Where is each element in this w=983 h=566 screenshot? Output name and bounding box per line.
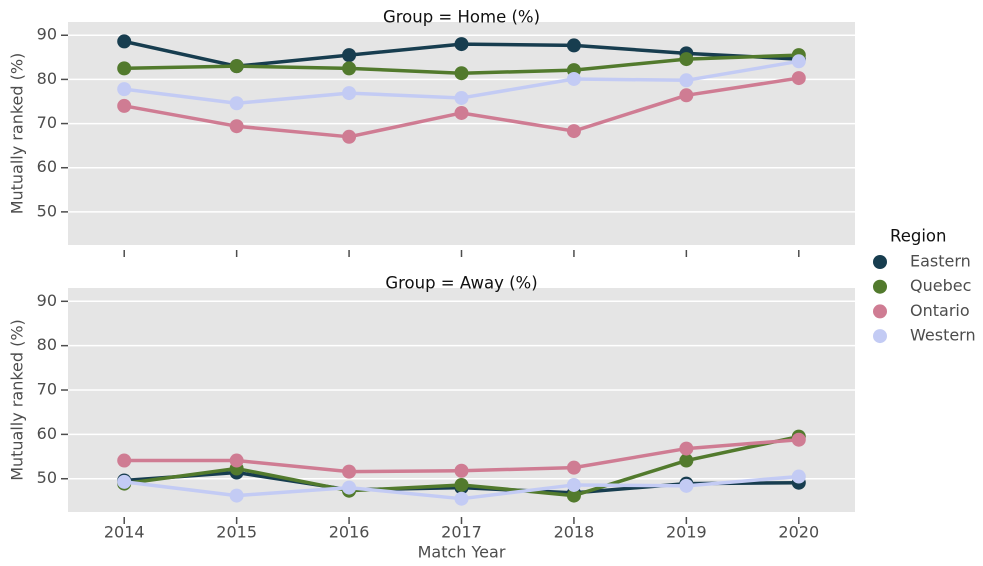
point (791, 469, 806, 484)
point (566, 38, 581, 53)
x-tick-label: 2017 (441, 523, 482, 542)
point (342, 48, 357, 63)
point (117, 82, 132, 97)
point (679, 478, 694, 493)
point (791, 432, 806, 447)
legend-marker (873, 279, 887, 294)
x-tick-label: 2018 (554, 523, 595, 542)
y-tick-label: 80 (37, 69, 57, 88)
point (229, 119, 244, 134)
point (454, 37, 469, 52)
x-tick-label: 2015 (216, 523, 257, 542)
y-tick-label: 90 (37, 291, 57, 310)
point (229, 96, 244, 111)
point (117, 98, 132, 113)
y-tick-label: 80 (37, 335, 57, 354)
point (117, 474, 132, 489)
point (566, 124, 581, 139)
y-tick-label: 60 (37, 157, 57, 176)
legend-marker (873, 304, 887, 319)
legend-label: Quebec (910, 276, 971, 295)
point (229, 453, 244, 468)
point (566, 71, 581, 86)
x-tick-label: 2020 (778, 523, 819, 542)
y-tick-label: 70 (37, 380, 57, 399)
point (117, 34, 132, 49)
y-tick-label: 50 (37, 468, 57, 487)
y-axis-label: Mutually ranked (%) (8, 319, 27, 481)
point (117, 453, 132, 468)
panel-title: Group = Away (%) (385, 274, 537, 293)
point (342, 86, 357, 101)
panel-title: Group = Home (%) (383, 8, 540, 27)
point (342, 464, 357, 479)
point (791, 71, 806, 86)
x-tick-label: 2016 (329, 523, 370, 542)
point (454, 491, 469, 506)
x-axis-label: Match Year (418, 543, 506, 562)
point (454, 463, 469, 478)
legend-label: Eastern (910, 252, 971, 271)
legend-marker (873, 329, 887, 344)
point (229, 488, 244, 503)
point (679, 73, 694, 88)
legend-marker (873, 255, 887, 269)
y-tick-label: 50 (37, 201, 57, 220)
point (566, 488, 581, 503)
point (791, 54, 806, 69)
x-tick-label: 2014 (104, 523, 145, 542)
point (342, 480, 357, 495)
y-axis-label: Mutually ranked (%) (8, 53, 27, 215)
point (229, 59, 244, 74)
point (454, 66, 469, 81)
point (117, 61, 132, 76)
point (566, 477, 581, 492)
point (679, 88, 694, 103)
y-tick-label: 70 (37, 113, 57, 132)
legend-label: Western (910, 326, 976, 345)
x-tick-label: 2019 (666, 523, 707, 542)
point (454, 90, 469, 105)
point (342, 129, 357, 144)
point (679, 453, 694, 468)
point (342, 61, 357, 76)
point (454, 105, 469, 120)
legend-title: Region (890, 227, 947, 246)
point (566, 460, 581, 475)
legend-label: Ontario (910, 301, 970, 320)
y-tick-label: 90 (37, 25, 57, 44)
point (679, 52, 694, 67)
point (679, 441, 694, 456)
y-tick-label: 60 (37, 424, 57, 443)
point (454, 477, 469, 492)
